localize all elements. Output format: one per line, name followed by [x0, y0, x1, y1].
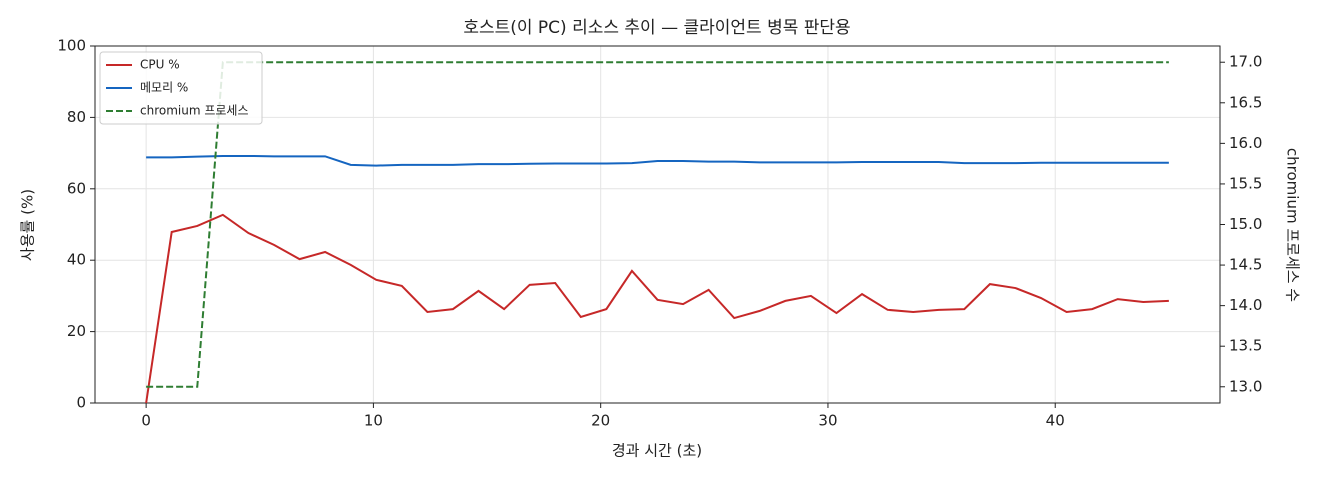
legend-box — [99, 51, 263, 125]
series-line — [146, 61, 1169, 388]
y-tick-label: 40 — [67, 251, 86, 269]
x-tick-label: 0 — [141, 412, 151, 430]
y-tick-label: 80 — [67, 108, 86, 126]
series-line — [145, 213, 1169, 404]
y-tick-label: 60 — [67, 179, 86, 197]
y2-tick-label: 17.0 — [1229, 53, 1262, 71]
legend-label: 메모리 % — [140, 81, 188, 95]
legend-label: CPU % — [140, 58, 180, 72]
legend-label: chromium 프로세스 — [140, 104, 249, 118]
y2-axis-label: chromium 프로세스 수 — [1284, 148, 1302, 302]
y2-tick-label: 16.5 — [1229, 93, 1262, 111]
y-axis-label: 사용률 (%) — [19, 189, 37, 261]
y-tick-label: 20 — [67, 322, 86, 340]
x-axis-label: 경과 시간 (초) — [612, 442, 702, 460]
chart-title: 호스트(이 PC) 리소스 추이 — 클라이언트 병목 판단용 — [463, 18, 850, 38]
y2-tick-label: 15.5 — [1229, 174, 1262, 192]
x-tick-label: 30 — [818, 412, 837, 430]
y2-tick-label: 16.0 — [1229, 134, 1262, 152]
y2-tick-label: 15.0 — [1229, 215, 1262, 233]
series-line — [146, 154, 1169, 167]
y2-tick-label: 13.0 — [1229, 377, 1262, 395]
x-tick-label: 10 — [364, 412, 383, 430]
y2-tick-label: 14.5 — [1229, 256, 1262, 274]
y-tick-label: 0 — [76, 394, 86, 412]
y-tick-label: 100 — [57, 37, 86, 55]
plot-frame — [94, 45, 1221, 404]
x-tick-label: 20 — [591, 412, 610, 430]
y2-tick-label: 13.5 — [1229, 337, 1262, 355]
x-tick-label: 40 — [1046, 412, 1065, 430]
y2-tick-label: 14.0 — [1229, 296, 1262, 314]
